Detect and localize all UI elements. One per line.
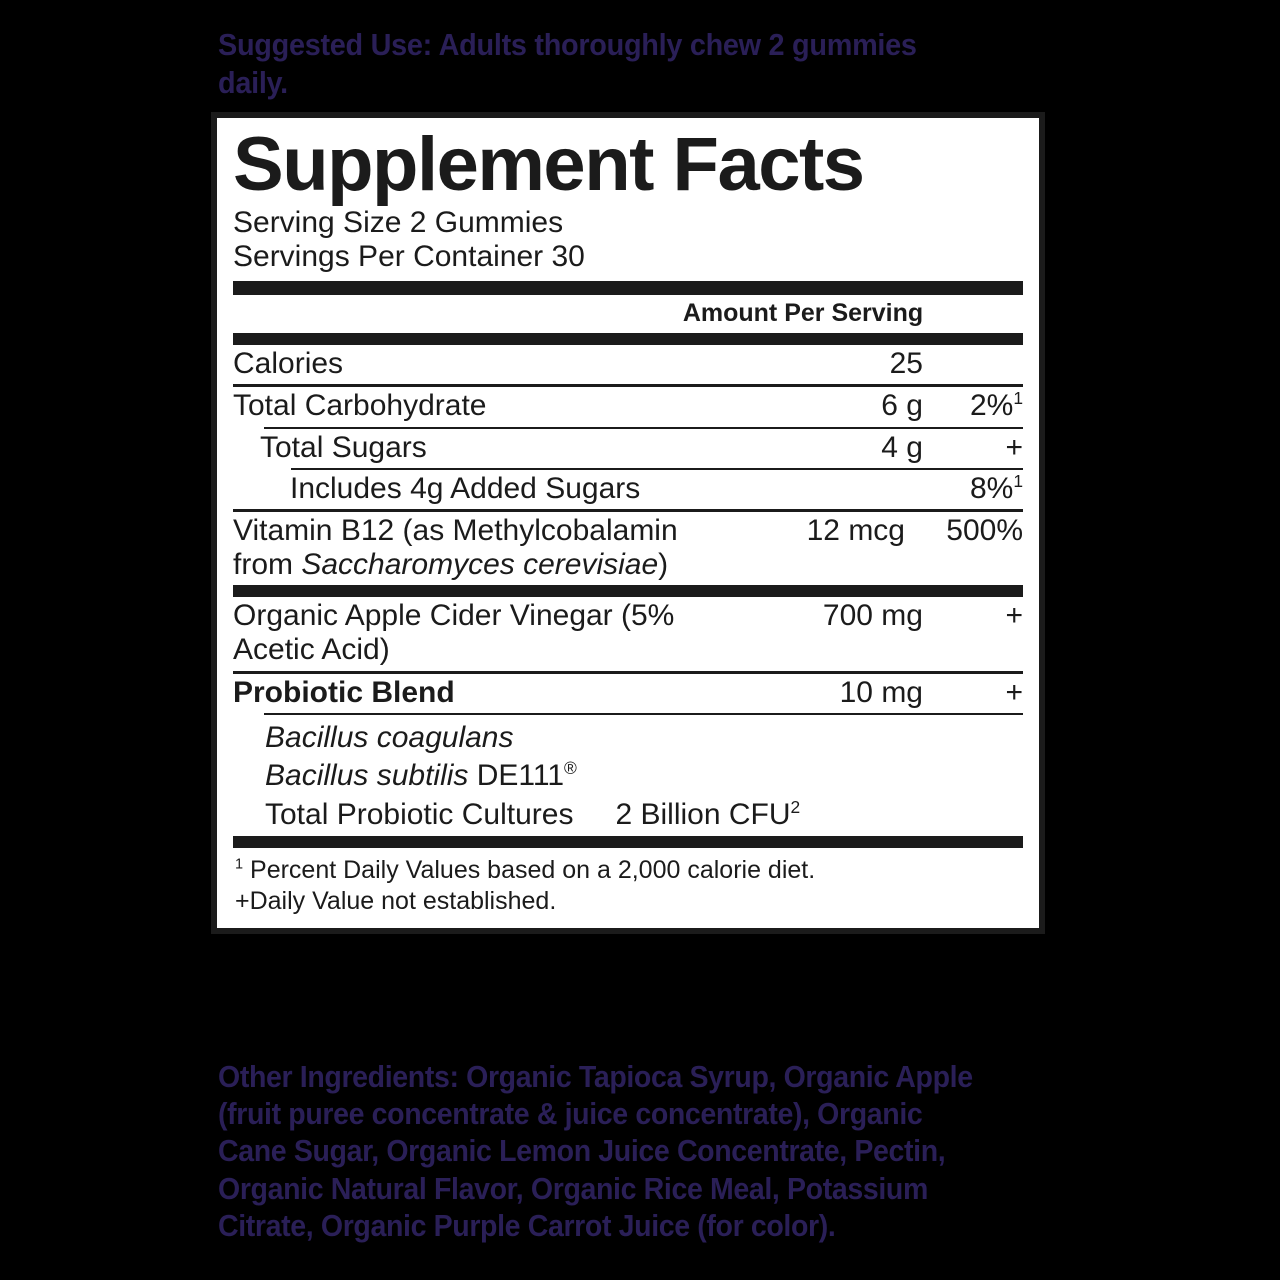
rule-thick-before-footnotes (233, 836, 1023, 849)
servings-per-container: Servings Per Container 30 (233, 240, 585, 274)
table-row: Organic Apple Cider Vinegar (5% Acetic A… (233, 597, 1023, 670)
nutrient-dv: + (1005, 430, 1023, 464)
suggested-use-body: Adults thoroughly chew 2 gummies daily. (218, 27, 917, 100)
probiotic-amount: 2 Billion CFU2 (615, 796, 801, 831)
footnote-2: +Daily Value not established. (235, 886, 557, 915)
table-row: Total Carbohydrate 6 g 2%1 (233, 387, 1023, 426)
nutrient-name: Total Sugars (260, 430, 427, 464)
nutrient-amount: 4 g (881, 430, 923, 464)
suggested-use-label: Suggested Use: (218, 27, 432, 62)
rule-thick-top (233, 280, 1023, 295)
suggested-use-text: Suggested Use: Adults thoroughly chew 2 … (218, 26, 971, 102)
rule-after-total-sugars (291, 467, 1023, 470)
nutrient-amount: 25 (889, 347, 923, 381)
probiotic-sub-list: Bacillus coagulans Bacillus subtilis DE1… (233, 715, 1023, 836)
other-ingredients-label: Other Ingredients: (218, 1059, 459, 1094)
nutrient-name: Probiotic Blend (233, 675, 455, 709)
nutrient-amount: 12 mcg (806, 513, 905, 547)
nutrient-amount: 6 g (881, 389, 923, 423)
nutrient-name: Vitamin B12 (as Methylcobalamin from Sac… (233, 513, 678, 582)
amount-per-serving-label: Amount Per Serving (682, 298, 924, 327)
rule-thick-before-acv (233, 585, 1023, 598)
list-item: Total Probiotic Cultures 2 Billion CFU2 (233, 796, 1023, 834)
nutrient-name: Organic Apple Cider Vinegar (5% Acetic A… (233, 599, 675, 667)
table-row: Vitamin B12 (as Methylcobalamin from Sac… (233, 512, 1023, 585)
nutrient-dv: 8%1 (969, 470, 1023, 505)
serving-info: Serving Size 2 Gummies Servings Per Cont… (233, 206, 1023, 273)
serving-size: Serving Size 2 Gummies (233, 206, 564, 240)
table-row: Probiotic Blend 10 mg + (233, 674, 1023, 713)
panel-title: Supplement Facts (233, 122, 865, 207)
supplement-facts-panel: Supplement Facts Serving Size 2 Gummies … (211, 112, 1045, 935)
other-ingredients-text: Other Ingredients: Organic Tapioca Syrup… (218, 1058, 995, 1244)
probiotic-name: Bacillus coagulans (265, 720, 514, 754)
nutrient-dv: + (1005, 599, 1023, 633)
list-item: Bacillus subtilis DE111® (233, 757, 1023, 795)
probiotic-name: Total Probiotic Cultures (265, 797, 574, 831)
nutrient-amount: 10 mg (839, 675, 923, 709)
table-row: Calories 25 (233, 345, 1023, 384)
list-item: Bacillus coagulans (233, 719, 1023, 757)
probiotic-name: Bacillus subtilis DE111® (265, 758, 577, 793)
nutrient-name: Total Carbohydrate (233, 389, 487, 423)
table-row: Includes 4g Added Sugars 8%1 (233, 470, 1023, 509)
amount-per-serving-header: Amount Per Serving (233, 295, 1023, 334)
nutrient-dv: + (1005, 675, 1023, 709)
footnotes: 1 Percent Daily Values based on a 2,000 … (233, 848, 1023, 918)
rule-thick-under-header (233, 333, 1023, 346)
rule-after-acv (233, 670, 1023, 674)
nutrient-amount: 700 mg (822, 599, 923, 633)
rule-after-added-sugars (233, 508, 1023, 512)
footnote-1: 1 Percent Daily Values based on a 2,000 … (235, 856, 816, 885)
rule-after-calories (233, 384, 1023, 388)
rule-after-total-carbohydrate (264, 426, 1023, 429)
nutrient-dv: 2%1 (969, 388, 1023, 423)
nutrient-dv: 500% (946, 513, 1023, 547)
nutrient-name: Includes 4g Added Sugars (290, 471, 641, 505)
other-ingredients-body: Organic Tapioca Syrup, Organic Apple (fr… (218, 1059, 973, 1243)
rule-after-probiotic-blend (264, 712, 1023, 715)
nutrient-name: Calories (233, 347, 344, 381)
table-row: Total Sugars 4 g + (233, 429, 1023, 468)
